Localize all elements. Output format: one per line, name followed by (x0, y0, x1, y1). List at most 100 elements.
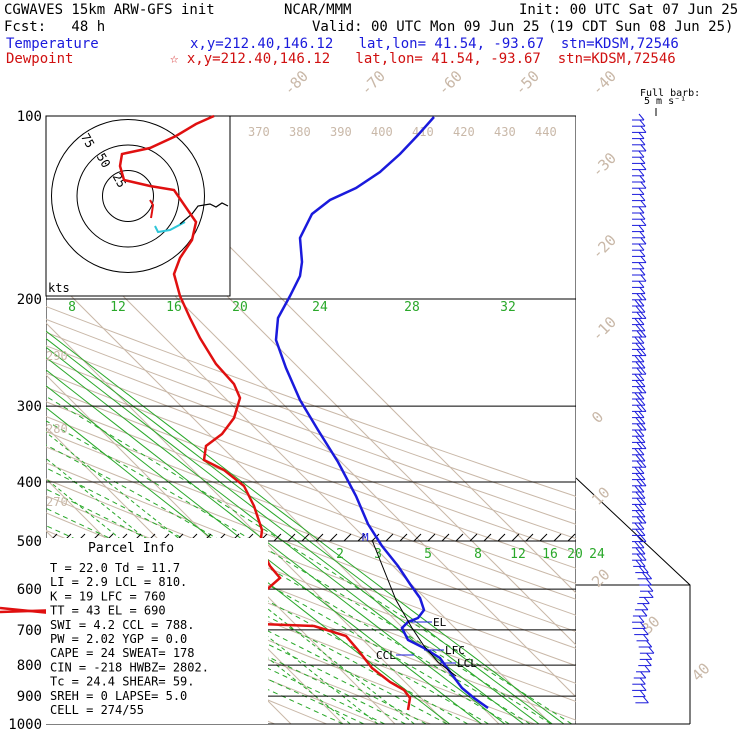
pressure-label: 500 (17, 534, 42, 550)
right-isotherm-label: -30 (588, 149, 620, 181)
dry-adiabat-line (46, 462, 576, 667)
wind-barb-flag (640, 553, 647, 561)
wind-barb-flag (636, 479, 643, 487)
theta-label: 440 (535, 125, 557, 139)
mixing-ratio-label: 16 (542, 547, 558, 562)
wind-barb-flag (640, 200, 647, 208)
wind-barb-flag (646, 640, 653, 648)
hatch-mark (511, 533, 520, 542)
barb-key-title: Full barb: (640, 88, 700, 99)
mixing-ratio-label: 20 (232, 300, 248, 315)
wind-barb-flag (639, 690, 646, 697)
dry-adiabat-line (46, 372, 576, 569)
theta-label: 380 (289, 125, 311, 139)
pressure-label: 300 (17, 399, 42, 415)
el-level-label: EL (433, 616, 447, 629)
wind-barb-flag (640, 219, 647, 226)
hatch-mark (497, 533, 506, 542)
wind-barb-flag (639, 138, 646, 146)
parcel-row: K = 19 LFC = 760 (50, 589, 166, 603)
theta-label: 270 (46, 495, 68, 509)
wind-barb-flag (634, 448, 641, 456)
pressure-label: 700 (17, 623, 42, 639)
wind-barb-flag (635, 436, 642, 443)
dry-adiabat-line (46, 566, 431, 724)
wind-barb-flag (640, 293, 647, 301)
right-isotherm-label: 10 (588, 483, 614, 509)
wind-barb-flag (640, 671, 647, 679)
hatch-mark (357, 533, 366, 542)
wind-barb-flag (636, 330, 643, 338)
isotherm-line (46, 322, 448, 724)
wind-barb-flag (634, 541, 641, 549)
moist-adiabat-line (46, 467, 510, 724)
hatch-mark (539, 533, 548, 542)
dry-adiabat-line (46, 430, 576, 633)
temperature-profile (274, 116, 489, 710)
wind-barb-flag (636, 535, 643, 542)
dewpoint-location: ☆ x,y=212.40,146.12 lat,lon= 41.54, -93.… (170, 51, 676, 67)
dry-adiabat-line (46, 345, 576, 540)
hatch-mark (301, 533, 310, 542)
wind-barb-flag (639, 677, 646, 685)
wind-barb-flag (639, 510, 646, 518)
wind-barb-flag (639, 398, 646, 406)
wind-barb-flag (640, 312, 647, 319)
level-mark-label: M (362, 531, 369, 544)
wind-barb-flag (646, 653, 653, 660)
wind-barb-flag (640, 684, 647, 691)
wind-barb-flag (639, 250, 646, 257)
wind-barb-flag (635, 343, 642, 350)
hodograph-ring-label: 25 (110, 171, 129, 191)
top-isotherm-label: -70 (357, 67, 389, 99)
wind-barb-flag (638, 150, 645, 158)
hatch-mark (553, 533, 562, 542)
theta-label: 370 (248, 125, 270, 139)
wind-barb-flag (638, 132, 645, 139)
wind-barb-flag (639, 231, 646, 239)
wind-barb-flag (640, 442, 647, 449)
wind-barb-flag (646, 572, 653, 580)
wind-barb-flag (640, 237, 647, 245)
wind-barb-flag (640, 274, 647, 282)
hatch-mark (455, 533, 464, 542)
wind-barb-flag (638, 243, 645, 251)
wind-barb-flag (638, 504, 645, 511)
wind-barb-flag (639, 361, 646, 369)
theta-label: 420 (453, 125, 475, 139)
top-isotherm-label: -60 (434, 67, 466, 99)
wind-barb-flag (639, 436, 646, 443)
wind-barb-flag (640, 181, 647, 189)
wind-barb-flag (640, 349, 647, 356)
wind-barb-flag (639, 473, 646, 480)
dewpoint-legend: Dewpoint (6, 51, 74, 67)
wind-barb-flag (639, 268, 646, 276)
hodograph-trace-mid (154, 221, 186, 234)
dry-adiabat-line (46, 331, 576, 525)
wind-barb-flag (638, 448, 645, 456)
wind-barb-flag (638, 206, 645, 214)
wind-barb-flag (636, 386, 643, 394)
forecast-hour: Fcst: 48 h (4, 19, 106, 35)
wind-barb-flag (634, 318, 641, 325)
mixing-ratio-label: 8 (474, 547, 482, 562)
dry-adiabat-line (46, 401, 576, 600)
wind-barb-flag (634, 504, 641, 511)
wind-barb-flag (636, 293, 643, 301)
parcel-row: TT = 43 EL = 690 (50, 604, 166, 618)
hatch-mark (427, 533, 436, 542)
wind-barb-flag (639, 119, 646, 127)
wind-barb-flag (636, 553, 643, 561)
hatch-mark (287, 533, 296, 542)
lcl-level-label: LCL (457, 657, 477, 670)
wind-barb-flag (639, 287, 646, 294)
pressure-label: 400 (17, 475, 42, 491)
wind-barb-flag (636, 405, 643, 412)
wind-barb-flag (636, 367, 643, 375)
wind-barb-flag (635, 417, 642, 425)
top-isotherm-label: -80 (280, 67, 312, 99)
wind-barb-flag (642, 628, 649, 635)
wind-barb-flag (639, 529, 646, 536)
mixing-ratio-label: 12 (510, 547, 526, 562)
